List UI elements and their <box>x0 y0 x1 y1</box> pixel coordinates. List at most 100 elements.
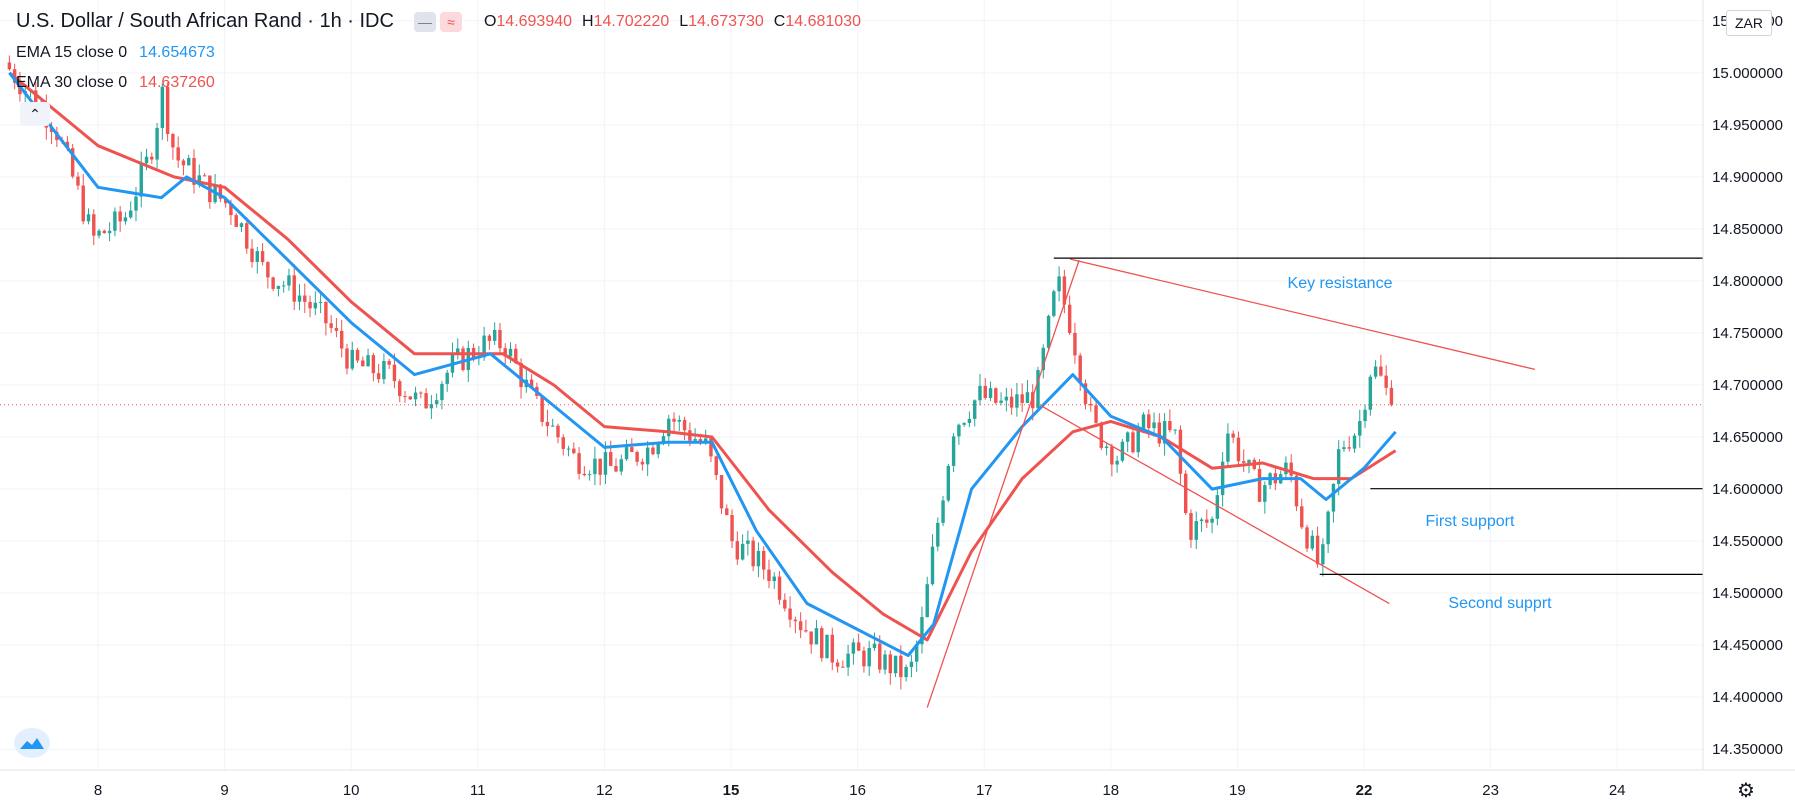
candle <box>345 343 349 375</box>
candle <box>598 458 602 486</box>
ema15-legend[interactable]: EMA 15 close 0 14.654673 <box>16 44 215 62</box>
candle <box>1247 459 1251 474</box>
wave-icon[interactable]: ≈ <box>439 11 462 32</box>
candle <box>582 466 587 477</box>
candle <box>619 454 623 476</box>
minus-icon[interactable]: — <box>413 11 436 32</box>
candle <box>577 447 581 480</box>
candle-body <box>1205 519 1209 523</box>
currency-button[interactable]: ZAR <box>1726 10 1772 36</box>
candle-body <box>366 355 370 367</box>
candle-body <box>698 439 703 443</box>
candle-body <box>693 439 697 441</box>
candle <box>846 644 850 677</box>
candle <box>329 315 333 333</box>
symbol-row: U.S. Dollar / South African Rand · 1h · … <box>16 10 871 33</box>
candle <box>951 432 956 473</box>
candle <box>234 213 238 228</box>
candle-body <box>7 62 12 70</box>
candle-body <box>930 546 935 585</box>
candle-body <box>239 223 244 228</box>
symbol-title[interactable]: U.S. Dollar / South African Rand · 1h · … <box>16 10 394 32</box>
candle-body <box>1220 461 1225 496</box>
candle-body <box>171 134 175 148</box>
candle-body <box>440 383 444 401</box>
chart-grid <box>0 0 1703 770</box>
candle <box>1052 289 1056 318</box>
candle-body <box>957 424 961 437</box>
candle <box>1004 387 1009 412</box>
candle <box>835 659 840 673</box>
candle-body <box>503 348 507 357</box>
candle <box>176 136 180 168</box>
candle <box>113 207 117 237</box>
candle-body <box>250 248 254 262</box>
candle-body <box>202 175 207 177</box>
candle <box>867 640 871 676</box>
candle-body <box>1310 535 1315 549</box>
candle-body <box>899 655 903 678</box>
candle <box>1352 433 1357 453</box>
candle <box>677 415 682 431</box>
candle-body <box>49 127 54 133</box>
candle <box>556 423 560 444</box>
chevron-up-icon: ⌃ <box>29 105 41 122</box>
candle-body <box>1194 521 1198 540</box>
candle-body <box>577 453 581 474</box>
candle-body <box>102 230 107 234</box>
time-tick-label: 12 <box>596 782 613 799</box>
candle-body <box>703 438 708 443</box>
gear-icon[interactable]: ⚙ <box>1737 780 1755 802</box>
candle-body <box>107 230 112 234</box>
candle-body <box>825 634 829 659</box>
candle-body <box>456 348 460 355</box>
candle <box>1284 456 1288 478</box>
candle-body <box>287 275 291 286</box>
candle <box>102 229 107 234</box>
candle-body <box>345 348 349 369</box>
candle-body <box>904 667 908 678</box>
candle <box>814 619 819 645</box>
candle-body <box>1263 485 1267 502</box>
candle <box>851 638 856 665</box>
candle <box>983 378 987 400</box>
candle <box>1036 366 1040 409</box>
candle <box>1373 360 1378 380</box>
second-support-label: Second supprt <box>1448 595 1552 612</box>
candle <box>1057 266 1061 302</box>
candle-body <box>651 447 655 455</box>
candle-body <box>339 330 344 349</box>
candle <box>408 396 412 401</box>
candle-body <box>392 364 397 382</box>
collapse-legend-button[interactable]: ⌃ <box>20 102 50 126</box>
time-tick-label: 24 <box>1609 782 1626 799</box>
candle <box>1210 516 1214 534</box>
candle <box>735 531 740 565</box>
candle-body <box>709 438 713 457</box>
candle-body <box>303 295 307 302</box>
candle <box>1336 440 1341 496</box>
candle-body <box>561 437 565 449</box>
candle <box>1009 388 1014 415</box>
tradingview-logo-icon[interactable] <box>14 728 50 758</box>
candle-body <box>118 211 122 222</box>
candle <box>318 294 323 314</box>
candle-body <box>920 617 924 645</box>
price-tick-label: 14.700000 <box>1712 377 1783 394</box>
candle-body <box>719 475 724 509</box>
candle <box>1168 409 1172 433</box>
candle <box>398 379 402 403</box>
candle <box>682 416 687 441</box>
candle-body <box>371 355 376 374</box>
candle-body <box>994 388 998 403</box>
candle <box>909 654 914 678</box>
candle-body <box>1157 422 1162 444</box>
candle <box>804 619 808 633</box>
candle <box>1157 413 1162 447</box>
ema30-legend[interactable]: EMA 30 close 0 14.637260 <box>16 74 215 92</box>
candle <box>1083 379 1088 410</box>
candle <box>793 616 798 634</box>
candle-body <box>846 653 850 668</box>
candle-body <box>1347 447 1351 449</box>
